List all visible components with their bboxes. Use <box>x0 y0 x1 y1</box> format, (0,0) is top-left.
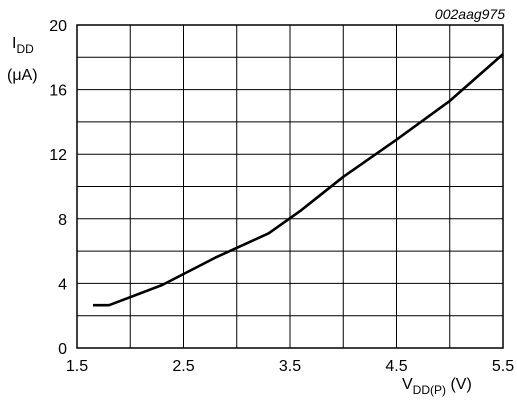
x-tick-label: 2.5 <box>172 358 194 375</box>
y-axis-label: IDD <box>12 35 34 56</box>
y-tick-label: 0 <box>58 341 67 358</box>
x-tick-label: 1.5 <box>66 358 88 375</box>
y-tick-label: 12 <box>49 147 67 164</box>
grid <box>77 25 503 348</box>
x-axis-label: VDD(P) (V) <box>402 376 472 397</box>
x-tick-label: 4.5 <box>385 358 407 375</box>
series-line <box>93 53 504 307</box>
x-tick-labels: 1.5 2.5 3.5 4.5 5.5 <box>66 358 514 375</box>
y-axis-unit: (μA) <box>7 67 38 84</box>
figure-reference-code: 002aag975 <box>435 6 505 22</box>
x-tick-label: 3.5 <box>279 358 301 375</box>
y-tick-label: 16 <box>49 83 67 100</box>
x-tick-label: 5.5 <box>492 358 514 375</box>
x-axis-label-main: V <box>402 376 413 393</box>
y-tick-labels: 0 4 8 12 16 20 <box>49 18 67 358</box>
x-axis-label-sub: DD(P) <box>413 383 446 397</box>
x-axis-label-unit: (V) <box>446 376 472 393</box>
plot-frame <box>76 24 504 349</box>
y-tick-label: 4 <box>58 276 67 293</box>
series-layer <box>93 53 504 307</box>
y-axis-label-main: I <box>12 35 16 52</box>
y-tick-label: 20 <box>49 18 67 35</box>
y-tick-label: 8 <box>58 212 67 229</box>
y-axis-label-sub: DD <box>16 42 34 56</box>
